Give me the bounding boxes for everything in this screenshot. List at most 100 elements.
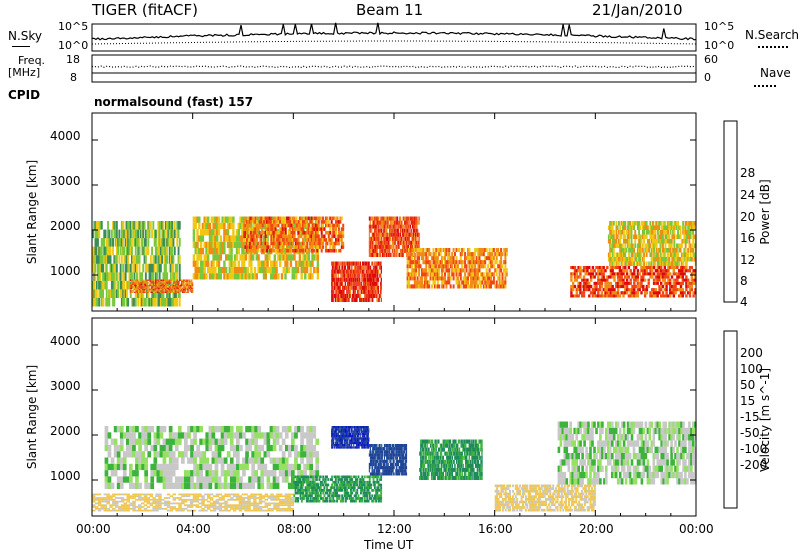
echo-cell [154,255,157,264]
echo-cell [135,509,139,512]
echo-cell [380,277,382,282]
echo-cell [167,289,170,298]
echo-cell [456,248,459,253]
echo-cell [253,498,257,501]
echo-cell [396,228,399,233]
echo-cell [570,294,573,298]
echo-cell [629,278,632,282]
echo-cell [357,261,359,266]
echo-cell [624,234,627,239]
echo-cell [504,260,507,265]
echo-cell [241,248,244,255]
echo-cell [92,495,96,498]
echo-cell [376,240,378,245]
echo-cell [257,216,260,223]
echo-cell [103,493,107,496]
echo-cell [575,288,578,292]
echo-cell [628,234,630,239]
echo-cell [654,278,658,282]
echo-cell [105,255,108,264]
echo-cell [214,222,217,230]
echo-cell [414,236,416,241]
echo-cell [373,216,376,221]
echo-cell [131,280,133,283]
echo-cell [219,266,222,274]
echo-cell [481,248,484,253]
echo-cell [132,493,136,496]
echo-cell [212,235,215,242]
echo-cell [201,497,205,499]
echo-cell [663,252,666,257]
echo-cell [248,223,251,228]
echo-cell [151,246,153,256]
echo-cell [162,246,165,256]
echo-cell [176,272,179,281]
echo-cell [582,291,586,295]
echo-cell [584,281,587,285]
echo-cell [606,288,609,292]
echo-cell [645,288,649,292]
echo-cell [368,289,370,294]
echo-cell [349,289,351,294]
echo-cell [347,273,349,278]
echo-cell [161,498,165,501]
echo-cell [317,216,320,221]
echo-cell [142,291,144,293]
echo-cell [98,289,101,298]
echo-cell [383,252,386,257]
echo-cell [688,291,692,295]
echo-cell [371,224,373,229]
echo-cell [132,500,136,503]
echo-cell [676,272,679,276]
echo-cell [629,281,632,285]
echo-cell [105,272,108,281]
echo-cell [274,227,277,231]
echo-cell [675,261,678,266]
echo-cell [345,261,347,266]
echo-cell [653,230,656,235]
echo-cell [670,257,673,262]
echo-cell [625,230,628,235]
echo-cell [403,236,405,241]
echo-cell [132,287,134,289]
echo-cell [415,264,418,269]
echo-cell [120,507,125,510]
echo-cell [611,284,614,289]
echo-cell [350,281,352,286]
echo-cell [115,500,119,503]
echo-cell [373,277,375,282]
echo-cell [138,246,141,256]
echo-cell [615,243,618,248]
echo-cell [255,216,258,221]
echo-cell [623,257,625,262]
echo-cell [674,248,677,253]
echo-cell [223,266,226,274]
echo-cell [333,293,335,298]
echo-cell [422,252,425,257]
echo-cell [277,234,280,239]
echo-cell [349,285,352,290]
echo-cell [329,216,332,221]
echo-cell [680,239,683,244]
echo-cell [376,232,378,237]
echo-cell [664,243,667,248]
echo-cell [127,238,130,247]
echo-cell [120,497,125,499]
echo-cell [173,297,176,307]
echo-cell [680,257,683,262]
echo-cell [685,278,688,282]
echo-cell [126,504,130,507]
echo-cell [286,254,289,261]
echo-cell [145,280,147,283]
echo-cell [616,288,620,292]
echo-cell [667,234,669,239]
echo-cell [378,220,381,225]
echo-cell [136,279,139,281]
echo-cell [158,272,161,281]
echo-cell [282,266,285,274]
echo-cell [652,291,656,295]
echo-cell [329,230,332,235]
echo-cell [444,272,446,277]
echo-cell [396,220,399,225]
echo-cell [684,221,687,226]
